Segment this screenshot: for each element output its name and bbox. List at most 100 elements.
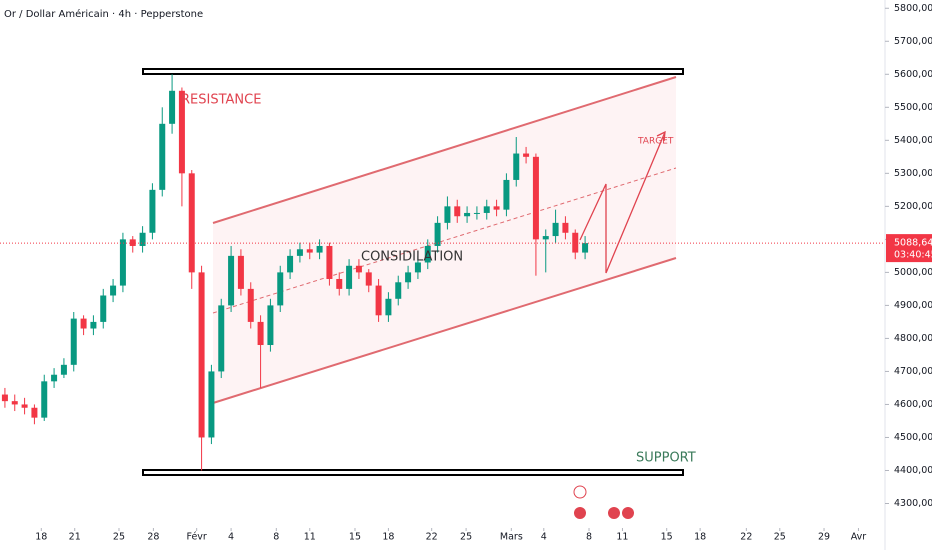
y-tick-label: 5600,00 bbox=[894, 69, 932, 80]
candle-body bbox=[110, 285, 117, 296]
y-tick-label: 4700,00 bbox=[894, 366, 932, 377]
candle-body bbox=[90, 321, 97, 329]
event-icon[interactable] bbox=[622, 507, 634, 519]
candle-body bbox=[11, 401, 18, 405]
candle-body bbox=[228, 255, 235, 306]
target-label: TARGET bbox=[637, 137, 674, 147]
candle-body bbox=[582, 243, 589, 253]
candle-body bbox=[287, 255, 294, 273]
candle-body bbox=[336, 278, 343, 289]
candle-body bbox=[208, 371, 215, 438]
candle-body bbox=[70, 318, 77, 365]
projection-path bbox=[579, 131, 666, 274]
x-tick-label: 25 bbox=[774, 532, 786, 543]
candle-body bbox=[473, 212, 480, 214]
candle-body bbox=[503, 179, 510, 210]
candle-body bbox=[306, 249, 313, 253]
x-tick-label: Mars bbox=[500, 532, 523, 543]
channel-fill bbox=[213, 77, 676, 403]
y-tick-label: 5200,00 bbox=[894, 201, 932, 212]
last-price-label: 5088,64 bbox=[894, 238, 932, 249]
candle-body bbox=[552, 222, 559, 237]
support-box bbox=[142, 469, 684, 476]
candle-body bbox=[218, 305, 225, 372]
candle-body bbox=[414, 262, 421, 273]
x-tick-label: 29 bbox=[818, 532, 830, 543]
y-tick-label: 5000,00 bbox=[894, 267, 932, 278]
y-tick-label: 4600,00 bbox=[894, 399, 932, 410]
y-tick-label: 4400,00 bbox=[894, 465, 932, 476]
y-tick-label: 5500,00 bbox=[894, 102, 932, 113]
x-tick-label: 22 bbox=[426, 532, 438, 543]
candle-body bbox=[149, 189, 156, 233]
candle-body bbox=[247, 288, 254, 322]
candle-body bbox=[444, 206, 451, 223]
candle-body bbox=[405, 272, 412, 283]
resistance-label: RESISTANCE bbox=[181, 93, 261, 108]
candle-body bbox=[355, 265, 362, 273]
event-icon[interactable] bbox=[608, 507, 620, 519]
candle-body bbox=[198, 272, 205, 438]
candle-body bbox=[385, 298, 392, 316]
candle-body bbox=[159, 123, 166, 190]
x-tick-label: 28 bbox=[147, 532, 159, 543]
candle-body bbox=[257, 321, 264, 346]
candle-body bbox=[562, 222, 569, 233]
candle-body bbox=[119, 239, 126, 286]
x-tick-label: 18 bbox=[35, 532, 47, 543]
candle-body bbox=[139, 232, 146, 246]
candle-body bbox=[346, 265, 353, 289]
event-icon[interactable] bbox=[574, 507, 586, 519]
x-tick-label: 11 bbox=[616, 532, 628, 543]
x-tick-label: 18 bbox=[694, 532, 706, 543]
candle-body bbox=[483, 206, 490, 213]
candle-body bbox=[326, 245, 333, 279]
countdown-label: 03:40:45 bbox=[894, 250, 932, 261]
x-tick-label: 4 bbox=[228, 532, 234, 543]
consolidation-label: CONSIDILATION bbox=[361, 250, 463, 265]
y-tick-label: 5400,00 bbox=[894, 135, 932, 146]
candle-body bbox=[424, 245, 431, 263]
candle-body bbox=[188, 173, 195, 273]
channel-lower bbox=[212, 257, 677, 404]
candle-body bbox=[316, 245, 323, 253]
x-tick-label: 25 bbox=[460, 532, 472, 543]
y-tick-label: 4300,00 bbox=[894, 498, 932, 509]
candle-body bbox=[51, 374, 58, 382]
candle-body bbox=[542, 236, 549, 240]
candle-body bbox=[41, 381, 48, 418]
candle-body bbox=[31, 407, 38, 418]
y-tick-label: 4500,00 bbox=[894, 432, 932, 443]
candle-body bbox=[178, 90, 185, 174]
x-tick-label: 11 bbox=[304, 532, 316, 543]
candle-body bbox=[454, 206, 461, 217]
candle-body bbox=[464, 212, 471, 217]
candle-body bbox=[572, 232, 579, 253]
x-tick-label: 21 bbox=[69, 532, 81, 543]
x-tick-label: 8 bbox=[273, 532, 279, 543]
x-tick-label: 15 bbox=[661, 532, 673, 543]
candle-body bbox=[169, 90, 176, 124]
chart-title: Or / Dollar Américain · 4h · Pepperstone bbox=[4, 8, 203, 20]
candle-body bbox=[80, 318, 87, 329]
x-tick-label: 4 bbox=[541, 532, 547, 543]
channel-mid bbox=[212, 167, 677, 314]
candle-body bbox=[523, 153, 530, 157]
candle-body bbox=[100, 295, 107, 322]
candle-body bbox=[296, 249, 303, 256]
x-tick-label: 18 bbox=[382, 532, 394, 543]
event-icon[interactable] bbox=[573, 485, 587, 499]
channel-upper bbox=[212, 76, 677, 224]
resistance-box bbox=[142, 68, 684, 75]
projection-arrowhead bbox=[656, 130, 666, 142]
candle-body bbox=[395, 282, 402, 299]
y-tick-label: 5800,00 bbox=[894, 3, 932, 14]
y-tick-label: 4900,00 bbox=[894, 300, 932, 311]
candle-body bbox=[434, 222, 441, 246]
x-tick-label: Avr bbox=[851, 532, 867, 543]
last-price-box bbox=[886, 234, 932, 263]
candle-body bbox=[1, 394, 8, 402]
candle-body bbox=[60, 364, 67, 375]
